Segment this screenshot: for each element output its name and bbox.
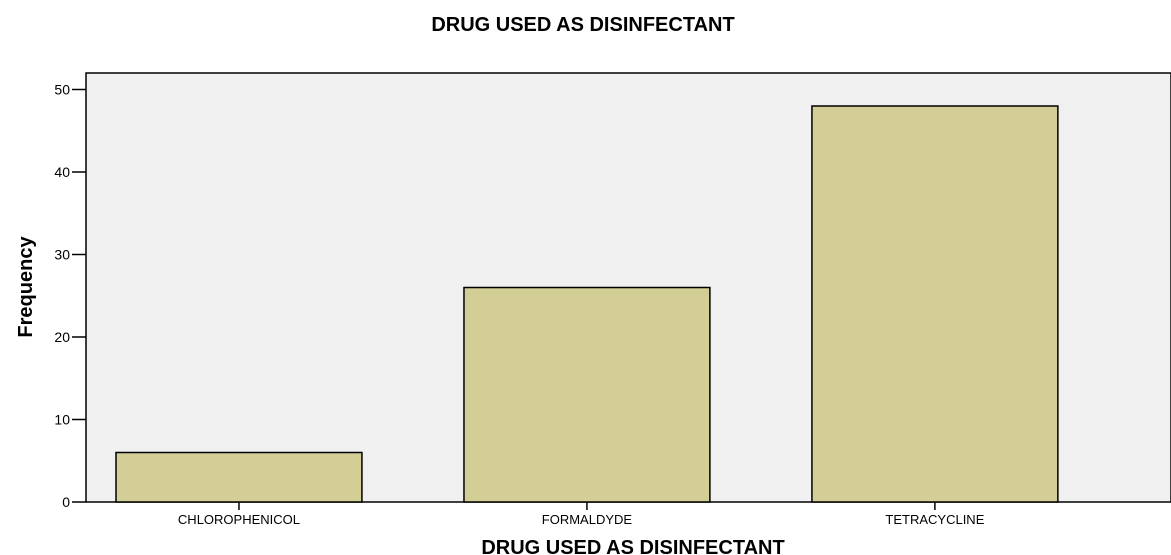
y-tick-label: 40 xyxy=(54,164,70,180)
y-tick-label: 0 xyxy=(62,494,70,510)
y-tick-label: 30 xyxy=(54,247,70,263)
y-tick-label: 50 xyxy=(54,82,70,98)
chart-title: DRUG USED AS DISINFECTANT xyxy=(431,14,734,36)
y-tick-label: 20 xyxy=(54,329,70,345)
x-tick-label: TETRACYCLINE xyxy=(885,512,984,527)
x-tick-label: CHLOROPHENICOL xyxy=(178,512,300,527)
x-axis-label: DRUG USED AS DISINFECTANT xyxy=(481,537,784,555)
y-tick-label: 10 xyxy=(54,412,70,428)
y-axis-label: Frequency xyxy=(15,236,37,338)
bar-tetracycline xyxy=(811,105,1059,503)
y-axis: 0 10 20 30 40 50 xyxy=(54,82,86,510)
x-tick-label: FORMALDYDE xyxy=(542,512,633,527)
x-axis: CHLOROPHENICOL FORMALDYDE TETRACYCLINE xyxy=(178,502,985,527)
bar-formaldyde xyxy=(463,286,711,503)
bar-chlorophenicol xyxy=(115,451,363,503)
